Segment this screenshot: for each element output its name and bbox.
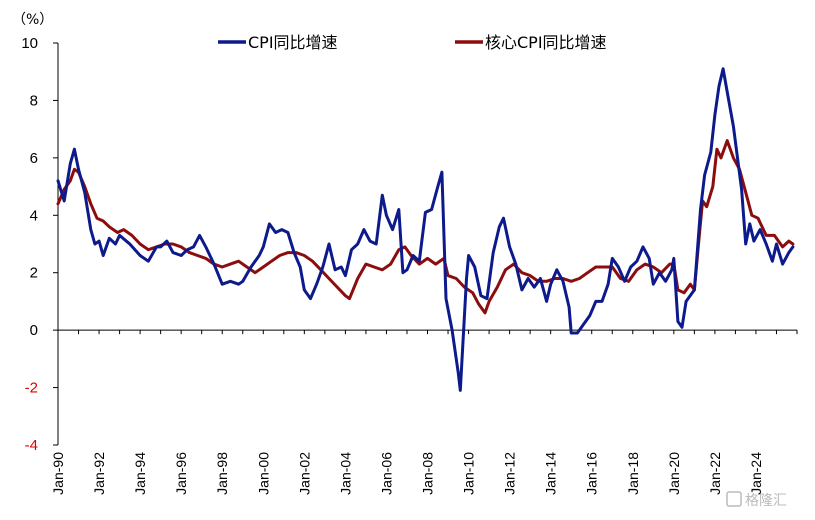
y-tick-label: 0: [30, 322, 38, 339]
x-tick-label: Jan-18: [625, 452, 641, 495]
x-tick-label: Jan-08: [420, 452, 436, 495]
series-line-core-cpi: [56, 139, 795, 315]
x-tick-label: Jan-02: [296, 452, 312, 495]
x-axis: Jan-90 Jan-92 Jan-94 Jan-96 Jan-98 Jan-00 Jan-…: [50, 329, 798, 495]
x-tick-label: Jan-20: [666, 452, 682, 495]
x-tick-label: Jan-24: [748, 452, 764, 495]
x-tick-label: Jan-04: [337, 452, 353, 495]
series-layer: [56, 67, 795, 392]
watermark-logo-icon: [726, 491, 742, 507]
y-tick-label: -2: [25, 380, 38, 397]
y-tick-label: 6: [30, 150, 38, 167]
x-tick-label: Jan-22: [707, 452, 723, 495]
y-tick-label: 10: [21, 35, 38, 52]
x-tick-label: Jan-00: [255, 452, 271, 495]
x-tick-label: Jan-14: [543, 452, 559, 495]
watermark-text: 格隆汇: [745, 493, 787, 509]
legend-label-core-cpi: 核心CPI同比增速: [485, 33, 607, 52]
legend: CPI同比增速 核心CPI同比增速: [218, 33, 607, 52]
x-tick-label: Jan-92: [91, 452, 107, 495]
x-tick-label: Jan-94: [132, 452, 148, 495]
x-tick-label: Jan-10: [461, 452, 477, 495]
y-tick-label: 4: [30, 207, 38, 224]
y-tick-label: -4: [25, 437, 38, 454]
y-unit-label: （%）: [12, 12, 53, 28]
y-axis: 10 8 6 4 2 0 -2 -4: [21, 35, 59, 454]
x-tick-label: Jan-06: [378, 452, 394, 495]
x-tick-label: Jan-90: [50, 452, 66, 495]
x-tick-label: Jan-98: [214, 452, 230, 495]
y-tick-label: 2: [30, 265, 38, 282]
legend-label-cpi: CPI同比增速: [248, 33, 338, 52]
x-tick-label: Jan-16: [584, 452, 600, 495]
x-tick-label: Jan-12: [502, 452, 518, 495]
x-tick-label: Jan-96: [173, 452, 189, 495]
watermark: 格隆汇: [726, 491, 787, 509]
series-line-cpi: [56, 67, 795, 392]
y-tick-label: 8: [30, 92, 38, 109]
